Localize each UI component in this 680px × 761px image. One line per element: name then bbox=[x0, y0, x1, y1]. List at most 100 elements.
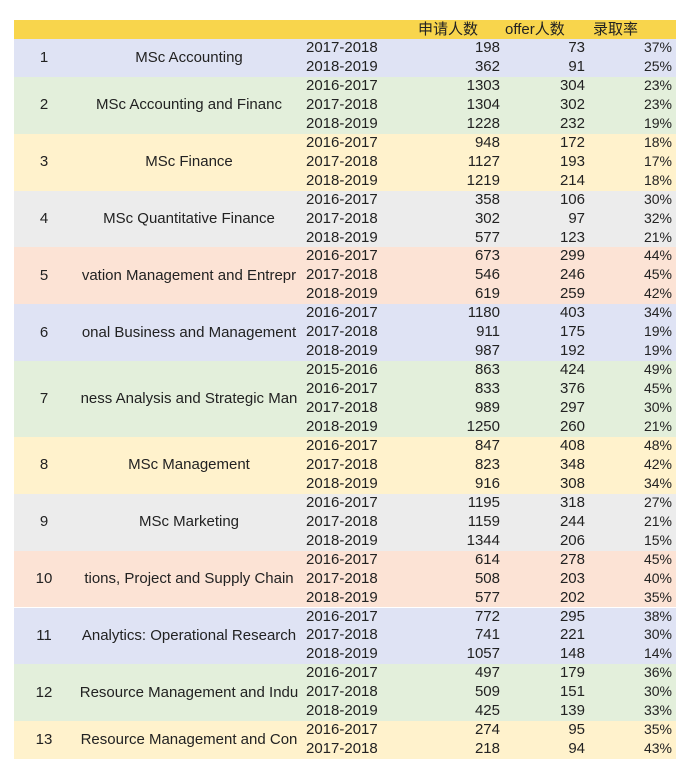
applicants: 274 bbox=[474, 721, 500, 739]
applicants: 302 bbox=[474, 209, 500, 227]
header-row bbox=[14, 20, 676, 39]
row-number: 4 bbox=[39, 210, 49, 228]
year: 2018-2019 bbox=[306, 588, 378, 606]
offers: 260 bbox=[559, 418, 585, 435]
applicants: 916 bbox=[474, 474, 500, 492]
applicants: 1195 bbox=[467, 493, 500, 511]
admit-rate: 25% bbox=[643, 57, 672, 74]
applicants: 358 bbox=[474, 190, 500, 208]
admit-rate: 37% bbox=[643, 39, 672, 55]
applicants: 673 bbox=[474, 247, 500, 265]
applicants: 577 bbox=[474, 588, 500, 606]
applicants: 1304 bbox=[466, 95, 500, 113]
group-band bbox=[14, 721, 676, 760]
offers: 221 bbox=[559, 626, 585, 644]
year: 2017-2018 bbox=[306, 39, 378, 56]
year: 2018-2019 bbox=[306, 531, 378, 549]
admit-rate: 35% bbox=[643, 588, 672, 605]
applicants: 1057 bbox=[466, 645, 500, 663]
offers: 214 bbox=[559, 171, 585, 189]
year: 2017-2018 bbox=[306, 569, 378, 587]
program-name: Resource Management and Indu bbox=[79, 683, 299, 701]
applicants: 497 bbox=[474, 664, 500, 682]
year: 2016-2017 bbox=[306, 133, 378, 151]
group-band bbox=[14, 39, 676, 77]
year: 2017-2018 bbox=[306, 95, 378, 113]
row-number: 1 bbox=[39, 48, 49, 66]
program-name: Analytics: Operational Research bbox=[81, 626, 297, 644]
offers: 302 bbox=[559, 95, 585, 113]
offers: 172 bbox=[559, 133, 585, 151]
applicants: 741 bbox=[474, 626, 500, 644]
year: 2016-2017 bbox=[306, 380, 378, 398]
offers: 424 bbox=[559, 361, 585, 379]
admit-rate: 30% bbox=[643, 190, 672, 207]
offers: 295 bbox=[559, 607, 585, 625]
year: 2016-2017 bbox=[306, 247, 378, 265]
year: 2018-2019 bbox=[306, 342, 378, 360]
applicants: 823 bbox=[474, 455, 500, 473]
admit-rate: 23% bbox=[643, 95, 672, 112]
year: 2016-2017 bbox=[306, 607, 378, 625]
group-band bbox=[14, 493, 676, 551]
year: 2018-2019 bbox=[306, 171, 378, 189]
offers: 123 bbox=[559, 228, 585, 246]
year: 2017-2018 bbox=[306, 683, 378, 701]
year: 2016-2017 bbox=[306, 76, 378, 94]
offers: 376 bbox=[559, 380, 585, 398]
applicants: 1228 bbox=[466, 114, 500, 132]
group-band bbox=[14, 76, 676, 134]
row-number: 11 bbox=[36, 626, 52, 644]
admit-rate: 36% bbox=[643, 664, 672, 681]
offers: 403 bbox=[559, 304, 585, 322]
year: 2017-2018 bbox=[306, 399, 378, 417]
admit-rate: 43% bbox=[643, 740, 672, 757]
year: 2016-2017 bbox=[306, 304, 378, 322]
applicants: 614 bbox=[474, 550, 500, 568]
year: 2016-2017 bbox=[306, 664, 378, 682]
offers: 206 bbox=[559, 531, 585, 549]
offers: 192 bbox=[559, 342, 585, 360]
offers: 148 bbox=[559, 645, 585, 663]
applicants: 987 bbox=[474, 342, 500, 360]
group-band bbox=[14, 550, 676, 608]
year: 2017-2018 bbox=[306, 512, 378, 530]
year: 2017-2018 bbox=[306, 626, 378, 644]
program-name: MSc Finance bbox=[145, 153, 233, 171]
offers: 244 bbox=[559, 512, 585, 530]
applicants: 509 bbox=[474, 683, 500, 701]
offers: 203 bbox=[559, 569, 585, 587]
applicants: 989 bbox=[474, 399, 500, 417]
offers: 139 bbox=[559, 702, 585, 720]
applicants: 198 bbox=[474, 39, 500, 56]
admit-rate: 45% bbox=[643, 550, 672, 567]
admit-rate: 42% bbox=[643, 285, 672, 302]
program-name: MSc Accounting bbox=[135, 48, 243, 66]
applicants: 847 bbox=[474, 436, 500, 454]
header-cell: offer人数 bbox=[505, 21, 565, 38]
admit-rate: 23% bbox=[643, 76, 672, 93]
offers: 106 bbox=[559, 190, 585, 208]
admit-rate: 18% bbox=[643, 133, 672, 150]
program-name: MSc Marketing bbox=[138, 513, 240, 531]
applicants: 911 bbox=[476, 323, 500, 341]
year: 2016-2017 bbox=[306, 493, 378, 511]
row-number: 6 bbox=[39, 323, 49, 341]
offers: 308 bbox=[559, 474, 585, 492]
admit-rate: 34% bbox=[643, 304, 672, 321]
applicants: 833 bbox=[474, 380, 500, 398]
group-band bbox=[14, 190, 676, 248]
program-name: MSc Quantitative Finance bbox=[103, 210, 275, 228]
year: 2017-2018 bbox=[306, 740, 378, 758]
row-number: 12 bbox=[35, 683, 53, 701]
year: 2017-2018 bbox=[306, 323, 378, 341]
applicants: 863 bbox=[474, 361, 500, 379]
group-band bbox=[14, 607, 676, 665]
year: 2017-2018 bbox=[306, 152, 378, 170]
year: 2018-2019 bbox=[306, 418, 378, 435]
row-number: 13 bbox=[35, 731, 53, 749]
program-name: vation Management and Entrepr bbox=[81, 266, 297, 284]
admit-rate: 15% bbox=[643, 531, 672, 548]
year: 2018-2019 bbox=[306, 57, 378, 75]
admit-rate: 30% bbox=[643, 683, 672, 700]
